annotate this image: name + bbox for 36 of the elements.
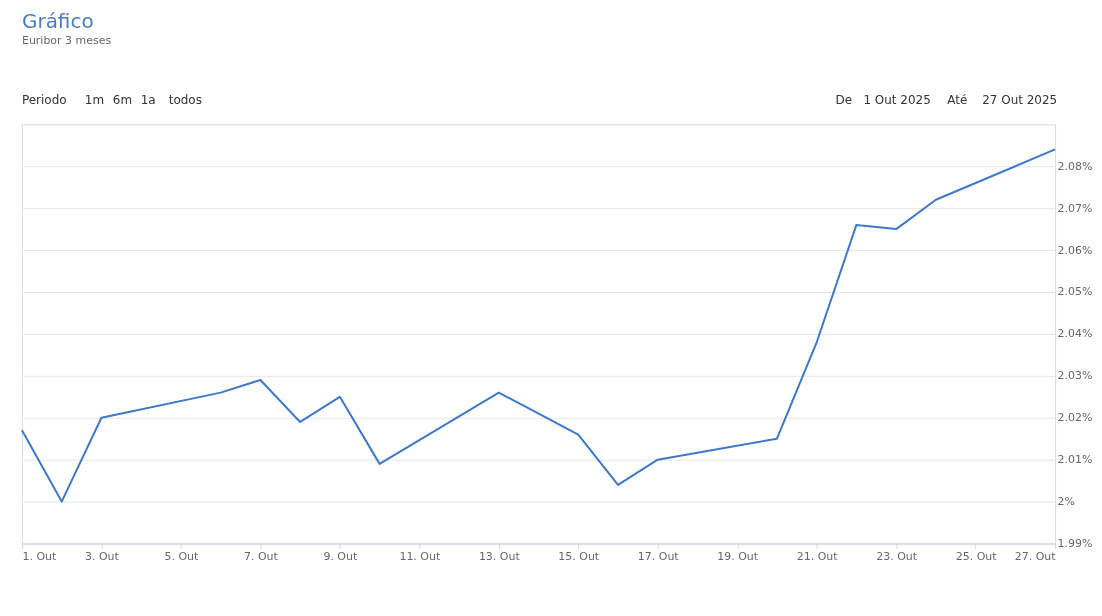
x-tick-label: 3. Out [85,550,120,563]
y-tick-label: 2.04% [1057,327,1093,341]
text: todos [168,93,202,108]
text: 1a [140,93,156,108]
text: 1 Out 2025 [863,93,931,108]
y-tick-label: 2.02% [1057,411,1093,425]
x-tick-label: 15. Out [558,550,600,563]
text: 1m [84,93,105,108]
y-tick-label: 2% [1057,495,1075,509]
x-tick-label: 25. Out [955,550,998,563]
x-tick-label: 1. Out [22,550,57,563]
text: De [835,93,853,108]
x-tick-label: 7. Out [243,550,279,563]
line-series [20,148,1057,503]
chart-title: Gráfico [21,9,94,34]
x-tick-label: 11. Out [399,550,441,563]
x-tick-label: 27. Out [1014,550,1057,563]
y-tick-label: 2.01% [1057,453,1093,467]
x-tick-label: 5. Out [164,550,200,563]
y-tick-label: 2.06% [1057,243,1093,257]
x-tick-label: 17. Out [637,550,680,563]
x-tick-label: 13. Out [478,550,521,563]
y-tick-label: 1.99% [1057,537,1093,551]
text: 6m [112,93,133,108]
text: Periodo [21,93,67,108]
y-tick-label: 2.08% [1057,159,1093,173]
y-tick-label: 2.07% [1057,201,1093,215]
y-tick-label: 2.05% [1057,285,1093,299]
text: 27 Out 2025 [982,93,1058,108]
y-tick-label: 2.03% [1057,369,1093,383]
x-tick-label: 23. Out [876,550,918,563]
x-tick-label: 9. Out [323,550,358,563]
x-tick-label: 21. Out [796,550,839,563]
x-tick-label: 19. Out [717,550,759,563]
text: Até [947,93,968,108]
chart-subtitle: Euribor 3 meses [21,34,112,48]
